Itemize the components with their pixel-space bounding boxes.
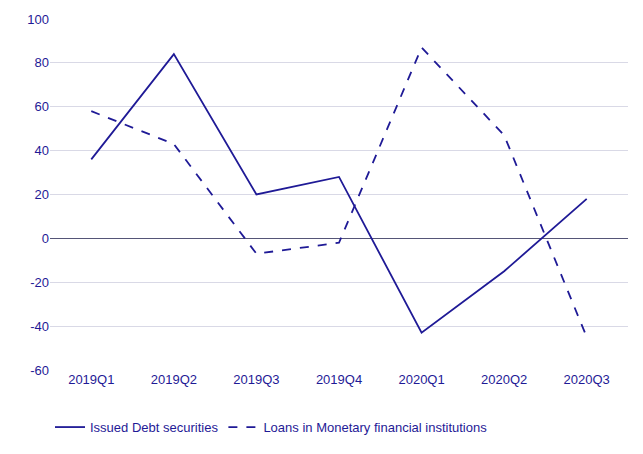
svg-text:-40: -40	[30, 319, 49, 334]
svg-text:2020Q3: 2020Q3	[564, 372, 610, 387]
svg-text:20: 20	[35, 187, 49, 202]
svg-text:-60: -60	[30, 363, 49, 378]
svg-text:60: 60	[35, 99, 49, 114]
svg-text:2019Q4: 2019Q4	[316, 372, 362, 387]
svg-text:2020Q2: 2020Q2	[481, 372, 527, 387]
svg-text:2019Q2: 2019Q2	[151, 372, 197, 387]
svg-text:80: 80	[35, 55, 49, 70]
svg-text:-20: -20	[30, 275, 49, 290]
svg-text:Issued Debt securities: Issued Debt securities	[90, 420, 218, 435]
svg-text:0: 0	[42, 231, 49, 246]
svg-text:2020Q1: 2020Q1	[398, 372, 444, 387]
svg-text:Loans in Monetary financial in: Loans in Monetary financial institutions	[263, 420, 487, 435]
svg-text:100: 100	[27, 12, 49, 27]
svg-text:2019Q1: 2019Q1	[68, 372, 114, 387]
svg-text:2019Q3: 2019Q3	[233, 372, 279, 387]
svg-text:40: 40	[35, 143, 49, 158]
